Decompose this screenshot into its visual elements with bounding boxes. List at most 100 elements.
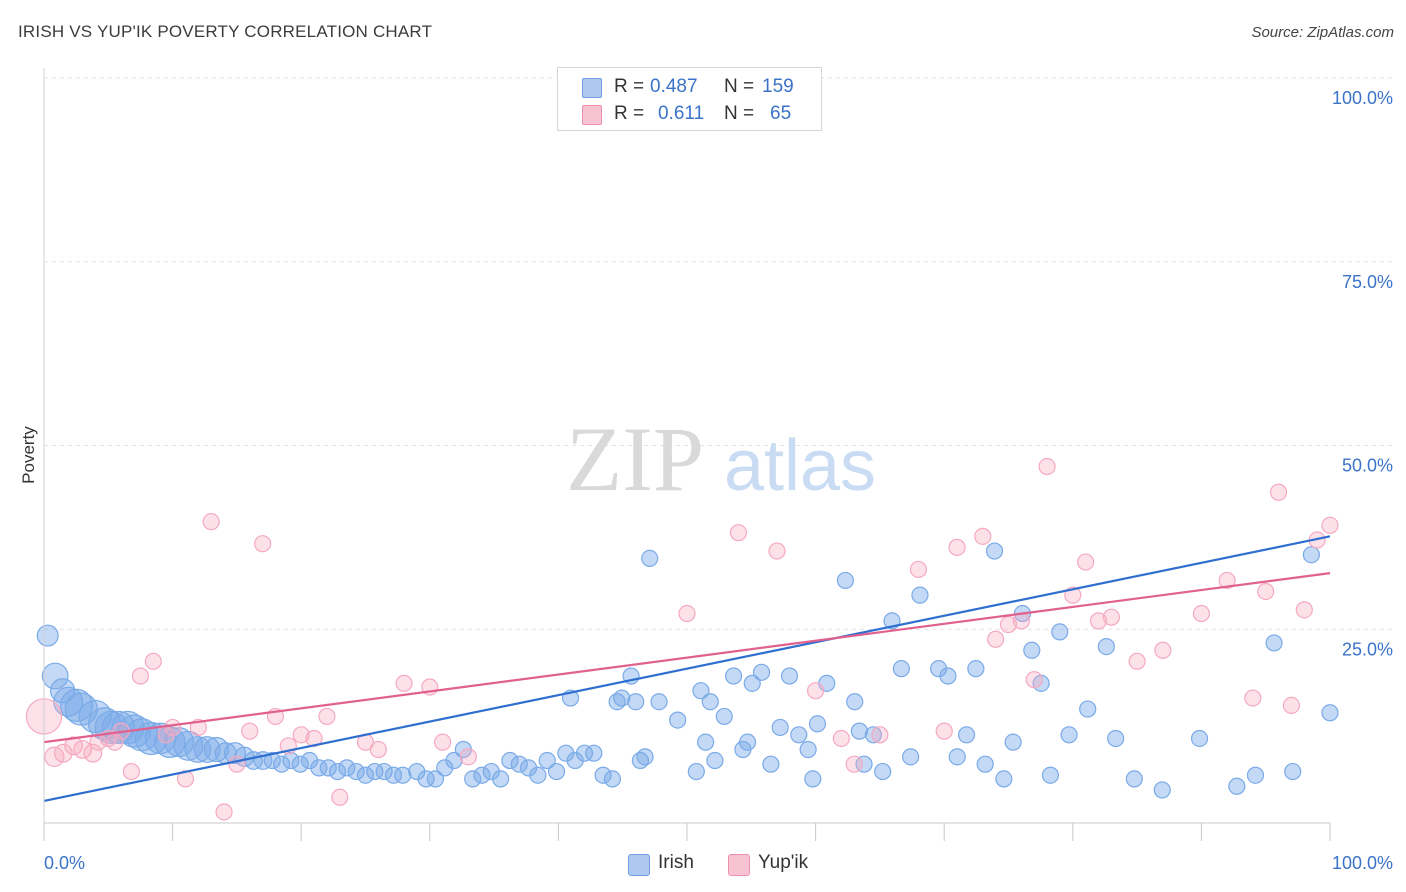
- irish-point: [808, 715, 827, 733]
- y-tick-label: 75.0%: [1342, 272, 1393, 292]
- irish-point: [510, 755, 528, 773]
- legend-r-value: 0.611: [658, 103, 705, 124]
- yupik-point: [369, 740, 387, 759]
- irish-point: [594, 766, 612, 784]
- irish-point: [603, 770, 622, 788]
- irish-point: [636, 748, 654, 766]
- irish-point: [328, 762, 347, 781]
- yupik-point: [1154, 641, 1172, 659]
- irish-point: [375, 762, 393, 781]
- irish-point: [995, 770, 1013, 788]
- irish-point: [529, 766, 547, 784]
- yupik-point: [1038, 457, 1056, 476]
- yupik-point: [1128, 652, 1146, 670]
- irish-point: [1284, 762, 1302, 781]
- yupik-point: [678, 604, 696, 623]
- irish-point: [193, 736, 221, 763]
- irish-point: [743, 674, 761, 692]
- yupik-point: [164, 718, 182, 737]
- irish-point: [697, 733, 715, 751]
- irish-point: [1321, 704, 1339, 722]
- legend-n-value: 159: [762, 76, 794, 97]
- irish-point: [790, 726, 808, 744]
- yupik-point: [999, 615, 1018, 634]
- yupik-point: [331, 788, 349, 806]
- y-tick-label: 100.0%: [1332, 88, 1393, 108]
- legend-n-label: N =: [724, 103, 755, 124]
- irish-point: [291, 755, 309, 773]
- irish-point: [356, 766, 375, 784]
- yupik-point: [1244, 689, 1262, 707]
- irish-point: [780, 667, 799, 685]
- irish-point: [650, 693, 668, 711]
- irish-point: [547, 762, 566, 781]
- yupik-point: [318, 707, 336, 726]
- yupik-point: [292, 726, 310, 744]
- irish-point: [492, 770, 510, 788]
- irish-point: [902, 748, 920, 766]
- irish-point: [394, 766, 412, 784]
- irish-point: [347, 762, 365, 781]
- irish-point: [724, 667, 743, 685]
- y-axis-label: Poverty: [19, 426, 38, 484]
- irish-point: [706, 751, 724, 770]
- yupik-point: [987, 630, 1005, 648]
- yupik-point: [845, 755, 863, 773]
- irish-point: [985, 542, 1004, 560]
- bottom-legend-swatch-irish: [628, 854, 650, 876]
- irish-point: [273, 755, 291, 773]
- irish-point: [874, 762, 892, 781]
- irish-point: [575, 744, 594, 762]
- irish-point: [939, 667, 957, 685]
- irish-point: [687, 762, 705, 781]
- bottom-legend-label-irish: Irish: [658, 852, 694, 873]
- irish-point: [60, 688, 94, 723]
- irish-point: [1097, 637, 1115, 656]
- yupik-point: [241, 722, 259, 740]
- irish-point: [701, 693, 719, 711]
- legend-r-value: 0.487: [650, 76, 698, 97]
- irish-point: [36, 624, 59, 647]
- irish-point: [1060, 726, 1078, 744]
- x-tick-label: 0.0%: [44, 853, 85, 873]
- irish-point: [738, 733, 757, 751]
- irish-point: [752, 663, 771, 681]
- irish-point: [1190, 729, 1209, 748]
- irish-point: [892, 660, 910, 678]
- y-tick-label: 50.0%: [1342, 456, 1393, 476]
- bottom-legend-swatch-yupik: [728, 854, 750, 876]
- irish-point: [855, 755, 873, 773]
- x-tick-label: 100.0%: [1332, 853, 1393, 873]
- yupik-point: [832, 729, 850, 748]
- source-label: Source: ZipAtlas.com: [1251, 24, 1394, 41]
- irish-point: [1153, 781, 1171, 799]
- irish-point: [1051, 623, 1069, 641]
- irish-point: [1107, 729, 1125, 748]
- irish-point: [1004, 733, 1022, 751]
- legend-n-label: N =: [724, 76, 755, 97]
- irish-point: [799, 740, 817, 759]
- watermark-zip: ZIP: [566, 408, 704, 510]
- irish-point: [1265, 634, 1283, 652]
- yupik-point: [1295, 601, 1313, 619]
- irish-point: [585, 744, 603, 762]
- yupik-point: [83, 743, 103, 763]
- irish-point: [184, 736, 212, 763]
- irish-point: [976, 755, 994, 773]
- irish-point: [669, 711, 687, 729]
- yupik-point: [434, 733, 452, 751]
- irish-point: [804, 770, 822, 788]
- yupik-point: [768, 542, 786, 560]
- irish-point: [850, 722, 868, 740]
- irish-point: [967, 660, 985, 678]
- irish-point: [538, 751, 556, 770]
- yupik-point: [909, 560, 928, 579]
- irish-point: [50, 678, 76, 704]
- irish-point: [41, 662, 69, 690]
- yupik-point: [53, 743, 73, 763]
- stats-legend: R = 0.487 N = 159 R = 0.611 N = 65: [557, 67, 822, 131]
- yupik-point: [202, 513, 220, 531]
- yupik-point: [1321, 516, 1339, 534]
- irish-point: [1302, 546, 1320, 564]
- irish-point: [173, 730, 204, 761]
